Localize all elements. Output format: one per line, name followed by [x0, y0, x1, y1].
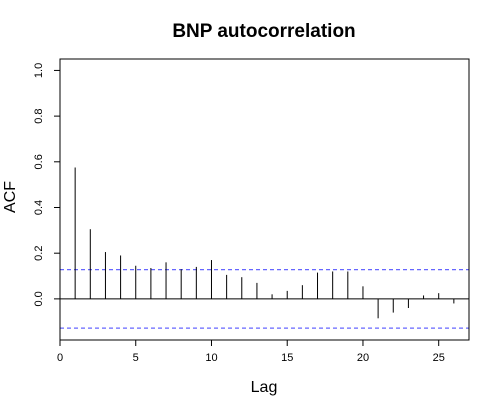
y-tick-label: 0.6 [33, 154, 45, 169]
x-tick-label: 20 [357, 352, 369, 364]
acf-bars [74, 167, 455, 319]
plot-frame [59, 58, 470, 341]
y-tick-label: 0.2 [33, 246, 45, 261]
y-tick-label: 0.4 [33, 200, 45, 215]
y-tick-label: 1.0 [33, 63, 45, 78]
y-axis-label: ACF [2, 181, 19, 213]
x-axis: 0 5 10 15 20 25 [57, 340, 445, 364]
x-tick-label: 5 [133, 352, 139, 364]
y-axis: 0.0 0.2 0.4 0.6 0.8 1.0 [33, 63, 60, 307]
x-tick-label: 25 [433, 352, 445, 364]
x-tick-label: 15 [281, 352, 293, 364]
x-tick-label: 0 [57, 352, 63, 364]
confidence-lines [60, 269, 469, 329]
x-tick-label: 10 [205, 352, 217, 364]
x-axis-label: Lag [251, 379, 278, 396]
y-tick-label: 0.0 [33, 291, 45, 306]
y-tick-label: 0.8 [33, 108, 45, 123]
chart-title: BNP autocorrelation [172, 21, 355, 42]
